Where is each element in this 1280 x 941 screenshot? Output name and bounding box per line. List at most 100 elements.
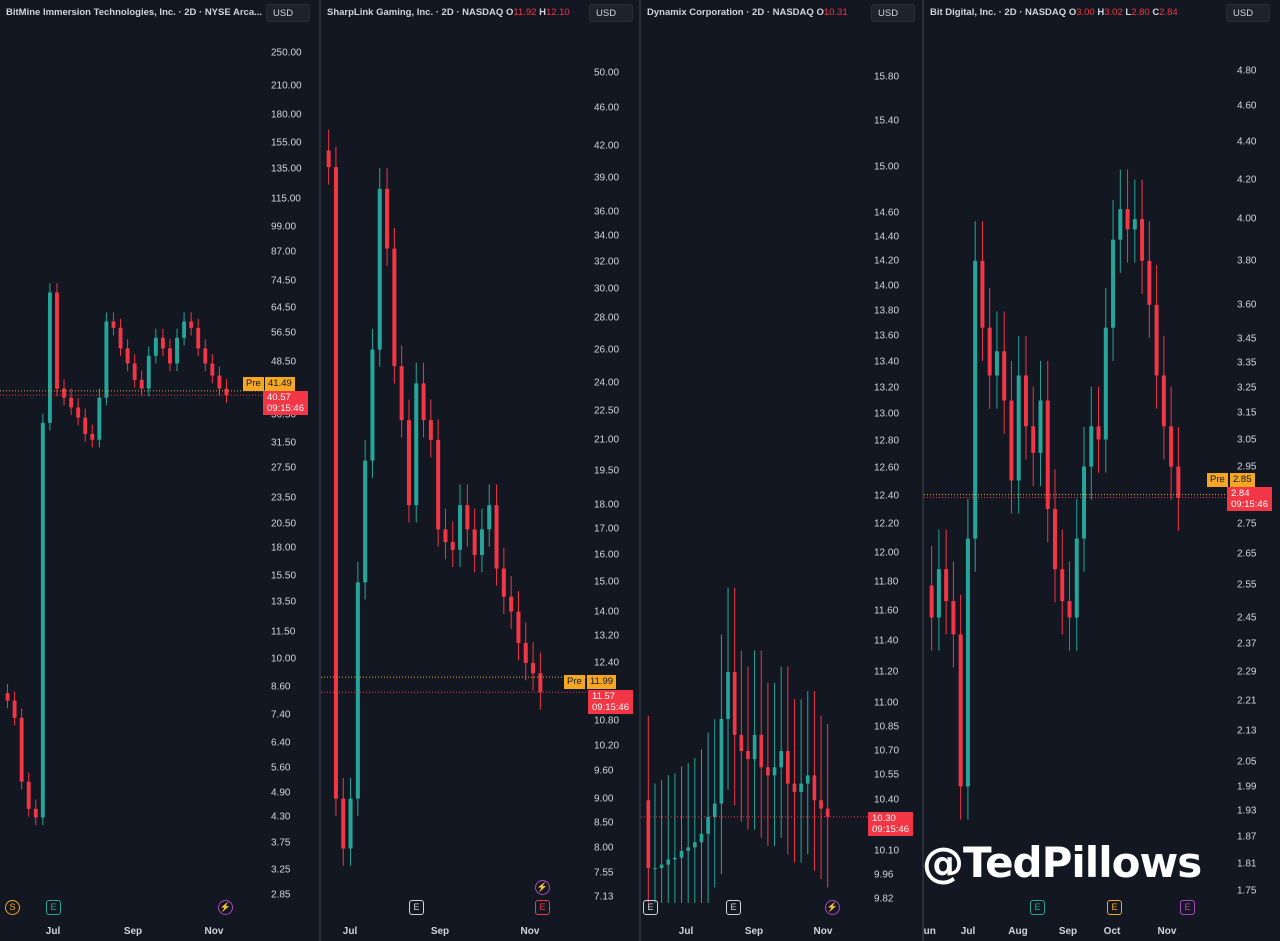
panel-title: SharpLink Gaming, Inc. · 2D · NASDAQ O11… [327,7,570,18]
candle-body [348,798,353,849]
y-tick-label: 15.00 [874,161,900,173]
earnings-event-icon[interactable]: E [46,900,61,915]
candle-body [772,767,777,776]
candle-body [538,673,543,693]
y-tick-label: 4.60 [1237,100,1257,112]
candle-body [719,718,724,804]
last-price: 2.84 [1231,488,1250,499]
candle-body [341,798,346,849]
y-tick-label: 14.00 [874,280,900,292]
candle-body [450,542,455,550]
candle-body [1147,260,1152,305]
candle-body [132,363,137,380]
split-event-icon[interactable]: S [5,900,20,915]
candle-body [819,800,823,809]
y-tick-label: 1.99 [1237,781,1257,792]
y-tick-label: 20.50 [271,518,297,530]
currency-selector[interactable]: USD [589,4,633,22]
y-tick-label: 11.50 [271,626,296,638]
x-tick-label: Sep [1058,926,1078,937]
candle-body [443,529,448,543]
candle-body [1016,375,1021,481]
currency-selector[interactable]: USD [1226,4,1270,22]
y-tick-label: 155.00 [271,137,302,149]
candle-body [779,751,784,768]
candle-body [752,734,757,760]
y-tick-label: 39.00 [594,172,620,184]
panel-title: Bit Digital, Inc. · 2D · NASDAQ O3.00 H3… [930,7,1178,18]
y-tick-label: 3.15 [1237,407,1257,419]
last-price-tag: 40.57 09:15:46 [263,391,308,415]
candle-body [666,859,671,865]
chart-panel-bmnr[interactable]: BitMine Immersion Technologies, Inc. · 2… [0,0,321,941]
candle-body [1023,375,1028,427]
y-tick-label: 19.50 [594,465,620,477]
candle-body [944,569,949,602]
y-tick-label: 10.80 [594,715,620,727]
candlestick-plot[interactable] [0,0,321,941]
y-tick-label: 26.00 [594,344,620,355]
candle-body [494,505,499,569]
x-tick-label: Sep [123,926,143,937]
candle-body [1045,400,1050,510]
candle-body [111,321,116,328]
candle-body [1169,426,1174,467]
x-tick-label: Jul [960,926,976,937]
candlestick-plot[interactable] [641,0,924,941]
earnings-event-icon[interactable]: E [1107,900,1122,915]
candle-body [5,693,10,701]
chart-panel-sbet[interactable]: SharpLink Gaming, Inc. · 2D · NASDAQ O11… [321,0,641,941]
candle-body [792,783,797,792]
y-tick-label: 36.00 [594,206,620,218]
chart-panel-dynx[interactable]: Dynamix Corporation · 2D · NASDAQ O10.31… [641,0,924,941]
candle-body [465,505,470,530]
x-tick-label: Jun [924,926,936,937]
y-tick-label: 11.60 [874,605,899,617]
chart-panel-btbt[interactable]: Bit Digital, Inc. · 2D · NASDAQ O3.00 H3… [924,0,1280,941]
y-tick-label: 30.00 [594,283,620,295]
candle-body [1067,601,1072,618]
candle-body [385,188,390,249]
news-flash-icon[interactable]: ⚡ [825,900,840,915]
candle-body [90,433,95,440]
y-tick-label: 11.20 [874,666,899,678]
premarket-label: Pre [1207,473,1228,487]
x-tick-label: Sep [744,926,764,937]
earnings-event-icon[interactable]: E [1180,900,1195,915]
candle-body [458,505,463,550]
earnings-event-icon[interactable]: E [726,900,741,915]
candle-body [501,568,506,597]
candle-body [673,857,677,860]
news-flash-icon[interactable]: ⚡ [218,900,233,915]
candle-body [1074,538,1079,618]
y-tick-label: 74.50 [271,275,297,287]
candle-body [370,349,375,461]
candle-body [436,439,441,530]
candle-body [1031,426,1036,453]
y-tick-label: 12.80 [874,435,900,447]
y-tick-label: 17.00 [594,523,620,535]
y-tick-label: 115.00 [271,193,301,205]
currency-selector[interactable]: USD [266,4,310,22]
candle-body [523,642,528,663]
y-tick-label: 2.85 [271,889,291,901]
y-tick-label: 7.13 [594,891,614,903]
y-tick-label: 10.40 [874,794,900,806]
earnings-event-icon[interactable]: E [643,900,658,915]
earnings-event-icon[interactable]: E [409,900,424,915]
x-tick-label: Aug [1008,926,1028,937]
candle-body [19,717,24,782]
y-tick-label: 13.50 [271,596,297,608]
candle-body [1111,239,1116,328]
candle-body [55,292,59,389]
earnings-event-icon[interactable]: E [535,900,550,915]
candle-body [509,596,514,612]
candlestick-plot[interactable] [924,0,1280,941]
y-tick-label: 8.50 [594,817,614,829]
currency-selector[interactable]: USD [871,4,915,22]
candlestick-plot[interactable] [321,0,641,941]
y-tick-label: 13.80 [874,305,900,317]
x-tick-label: Nov [204,926,224,937]
news-flash-icon[interactable]: ⚡ [535,880,550,895]
earnings-event-icon[interactable]: E [1030,900,1045,915]
